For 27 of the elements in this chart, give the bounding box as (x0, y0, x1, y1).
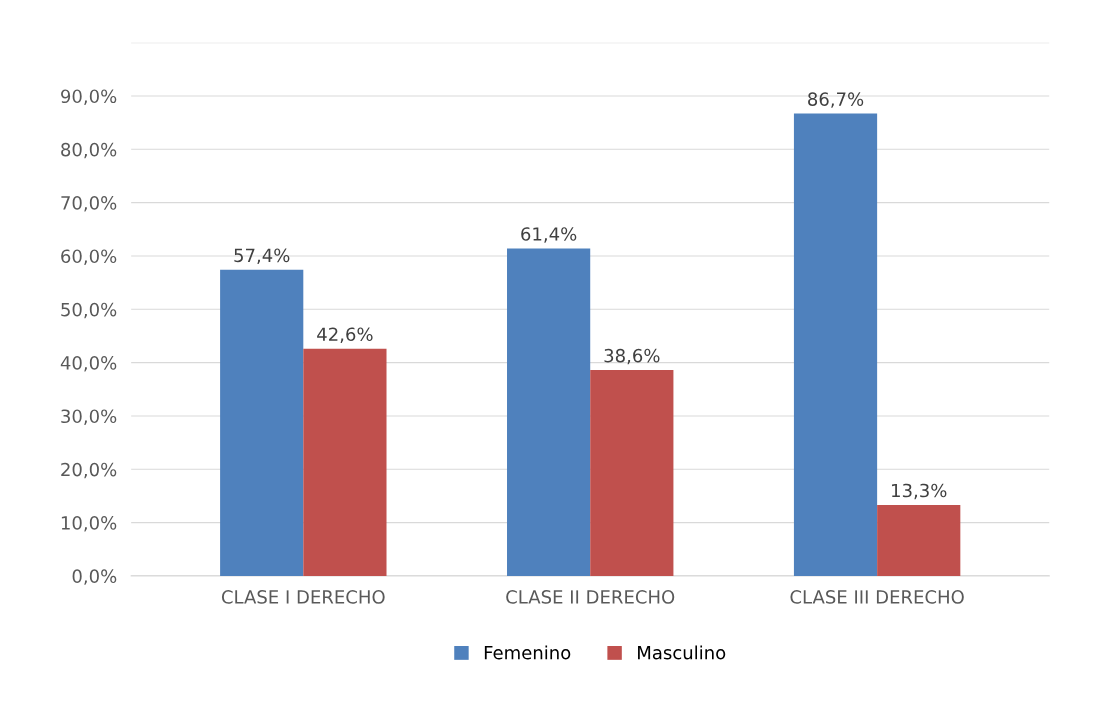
bar (303, 348, 387, 576)
data-label: 13,3% (892, 483, 947, 500)
data-label: 57,4% (234, 248, 290, 264)
y-tick-label: 60,0% (61, 249, 117, 265)
y-tick-label: 0,0% (72, 569, 117, 585)
data-label: 42,6% (317, 327, 373, 343)
bar (793, 113, 878, 576)
y-tick-label: 90,0% (61, 89, 117, 105)
bar (877, 504, 961, 576)
y-tick-label: 50,0% (61, 302, 117, 319)
legend-label: Masculino (638, 645, 726, 660)
x-tick-label: CLASE III DERECHO (790, 590, 964, 604)
data-label: 86,7% (808, 92, 864, 108)
bar (590, 370, 674, 576)
data-label: 61,4% (521, 227, 577, 243)
y-tick-label: 40,0% (60, 356, 117, 372)
y-tick-label: 80,0% (61, 142, 117, 159)
bar (507, 248, 591, 576)
x-tick-label: CLASE II DERECHO (506, 590, 675, 604)
legend-label: Femenino (484, 645, 571, 660)
y-tick-label: 70,0% (61, 196, 117, 212)
y-tick-label: 10,0% (61, 516, 117, 532)
x-tick-label: CLASE I DERECHO (221, 590, 385, 604)
data-label: 38,6% (604, 348, 660, 365)
bar (220, 269, 304, 576)
y-tick-label: 30,0% (61, 409, 117, 425)
y-tick-label: 20,0% (61, 462, 117, 479)
